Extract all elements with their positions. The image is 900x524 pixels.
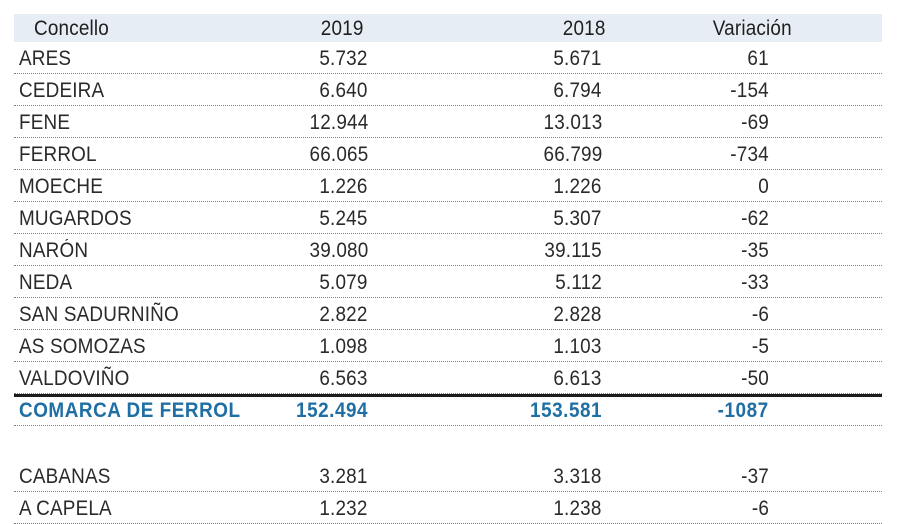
row-2018: 6.613 [553,367,602,390]
row-variation: -33 [741,271,769,294]
row-2018: 1.103 [553,335,602,358]
table-row: AS SOMOZAS 1.098 1.103 -5 [14,330,882,362]
row-variation: -37 [741,465,769,488]
row-2019: 1.226 [319,175,368,198]
row-2018: 6.794 [553,79,602,102]
row-2018: 5.112 [555,271,602,294]
row-2018: 66.799 [543,143,602,166]
row-2019: 6.563 [319,367,368,390]
table-row: A CAPELA 1.232 1.238 -6 [14,492,882,524]
row-2019: 5.732 [319,47,368,70]
table-row: CEDEIRA 6.640 6.794 -154 [14,74,882,106]
row-2018: 1.226 [553,175,602,198]
population-table: Concello 2019 2018 Variación ARES 5.732 … [14,14,882,524]
row-2019: 1.098 [319,335,368,358]
table-row: FERROL 66.065 66.799 -734 [14,138,882,170]
row-2018: 13.013 [543,111,602,134]
row-name: AS SOMOZAS [19,335,146,358]
table-row: VALDOVIÑO 6.563 6.613 -50 [14,362,882,394]
table-row: MUGARDOS 5.245 5.307 -62 [14,202,882,234]
row-2019: 6.640 [319,79,368,102]
row-name: A CAPELA [19,497,112,520]
row-name: FERROL [19,143,97,166]
row-variation: -6 [751,497,769,520]
table-row: MOECHE 1.226 1.226 0 [14,170,882,202]
table-row: ARES 5.732 5.671 61 [14,42,882,74]
row-name: SAN SADURNIÑO [19,303,179,326]
table-row: FENE 12.944 13.013 -69 [14,106,882,138]
row-2019: 1.232 [319,497,368,520]
row-2019: 3.281 [319,465,368,488]
header-2019: 2019 [321,17,364,40]
row-name: VALDOVIÑO [19,367,130,390]
row-2019: 2.822 [319,303,368,326]
table-row: CABANAS 3.281 3.318 -37 [14,460,882,492]
row-name: ARES [19,47,72,70]
row-name: CEDEIRA [19,79,105,102]
row-name: MUGARDOS [19,207,132,230]
row-2019: 66.065 [309,143,368,166]
row-2018: 5.307 [553,207,602,230]
table-row: NEDA 5.079 5.112 -33 [14,266,882,298]
section-gap [14,426,882,460]
row-name: MOECHE [19,175,104,198]
header-2018: 2018 [563,17,606,40]
total-2019: 152.494 [295,399,368,422]
total-variation: -1087 [717,399,769,422]
row-2019: 12.944 [309,111,368,134]
row-name: CABANAS [19,465,111,488]
table-row: SAN SADURNIÑO 2.822 2.828 -6 [14,298,882,330]
row-variation: -35 [741,239,769,262]
row-2018: 1.238 [553,497,602,520]
row-2019: 39.080 [309,239,368,262]
row-name: NARÓN [19,239,89,262]
row-variation: 0 [758,175,769,198]
row-2019: 5.079 [319,271,368,294]
row-variation: -69 [741,111,769,134]
total-2018: 153.581 [529,399,602,422]
row-variation: -6 [751,303,769,326]
row-2019: 5.245 [319,207,368,230]
header-variacion: Variación [712,17,792,40]
row-variation: 61 [747,47,769,70]
row-variation: -154 [730,79,769,102]
table-row: NARÓN 39.080 39.115 -35 [14,234,882,266]
total-name: COMARCA DE FERROL [19,399,241,422]
row-variation: -734 [730,143,769,166]
row-2018: 5.671 [553,47,602,70]
row-name: NEDA [19,271,73,294]
row-variation: -50 [741,367,769,390]
row-2018: 2.828 [553,303,602,326]
row-variation: -62 [741,207,769,230]
row-name: FENE [19,111,71,134]
row-2018: 3.318 [553,465,602,488]
total-row: COMARCA DE FERROL 152.494 153.581 -1087 [14,394,882,426]
header-concello: Concello [34,17,109,40]
row-2018: 39.115 [544,239,602,262]
row-variation: -5 [751,335,769,358]
table-header: Concello 2019 2018 Variación [14,14,882,42]
